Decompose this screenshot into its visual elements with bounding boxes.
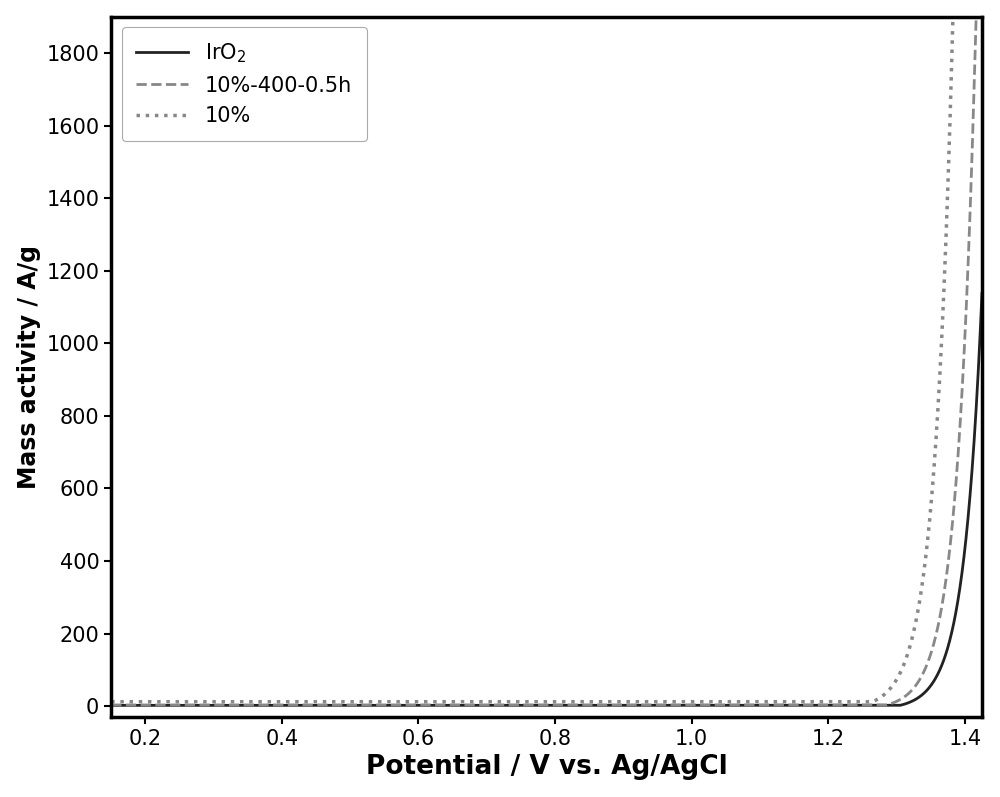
10%-400-0.5h xyxy=(976,12,988,22)
10%-400-0.5h xyxy=(959,333,971,343)
10% xyxy=(105,697,117,706)
IrO$_2$ xyxy=(477,701,489,710)
10% xyxy=(865,697,877,706)
Line: IrO$_2$: IrO$_2$ xyxy=(111,293,982,705)
IrO$_2$ xyxy=(959,544,971,554)
Legend: IrO$_2$, 10%-400-0.5h, 10%: IrO$_2$, 10%-400-0.5h, 10% xyxy=(122,27,367,141)
10%-400-0.5h xyxy=(105,701,117,710)
10% xyxy=(976,12,988,22)
Line: 10%-400-0.5h: 10%-400-0.5h xyxy=(111,17,982,705)
10%-400-0.5h xyxy=(256,701,268,710)
IrO$_2$ xyxy=(256,701,268,710)
10% xyxy=(204,697,216,706)
10% xyxy=(959,12,971,22)
IrO$_2$ xyxy=(439,701,451,710)
Line: 10%: 10% xyxy=(111,17,982,701)
IrO$_2$ xyxy=(105,701,117,710)
IrO$_2$ xyxy=(865,701,877,710)
X-axis label: Potential / V vs. Ag/AgCl: Potential / V vs. Ag/AgCl xyxy=(366,754,727,780)
10%-400-0.5h xyxy=(439,701,451,710)
10%-400-0.5h xyxy=(477,701,489,710)
10% xyxy=(947,12,959,22)
10%-400-0.5h xyxy=(204,701,216,710)
10%-400-0.5h xyxy=(865,701,877,710)
IrO$_2$ xyxy=(976,289,988,298)
Y-axis label: Mass activity / A/g: Mass activity / A/g xyxy=(17,245,41,489)
10% xyxy=(256,697,268,706)
10% xyxy=(477,697,489,706)
10%-400-0.5h xyxy=(970,12,982,22)
IrO$_2$ xyxy=(204,701,216,710)
10% xyxy=(439,697,451,706)
